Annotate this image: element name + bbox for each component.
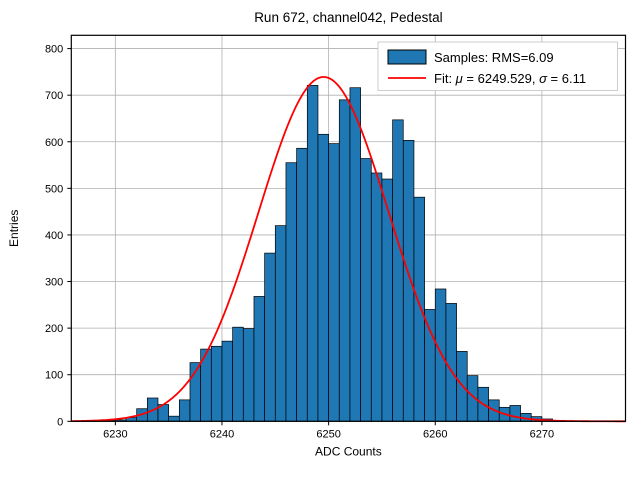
svg-text:6230: 6230 — [103, 428, 127, 440]
svg-text:ADC Counts: ADC Counts — [315, 444, 382, 458]
svg-text:Samples: RMS=6.09: Samples: RMS=6.09 — [434, 50, 554, 65]
svg-text:6260: 6260 — [423, 428, 447, 440]
svg-text:6240: 6240 — [210, 428, 234, 440]
svg-text:200: 200 — [45, 323, 63, 335]
svg-text:Entries: Entries — [7, 210, 21, 247]
svg-text:700: 700 — [45, 90, 63, 102]
svg-text:Run 672, channel042, Pedestal: Run 672, channel042, Pedestal — [254, 10, 442, 25]
svg-text:600: 600 — [45, 137, 63, 149]
svg-text:0: 0 — [57, 416, 63, 428]
svg-text:400: 400 — [45, 230, 63, 242]
svg-text:500: 500 — [45, 183, 63, 195]
svg-text:100: 100 — [45, 370, 63, 382]
svg-text:800: 800 — [45, 44, 63, 56]
svg-text:300: 300 — [45, 277, 63, 289]
svg-text:6270: 6270 — [530, 428, 554, 440]
svg-text:Fit: μ = 6249.529, σ = 6.11: Fit: μ = 6249.529, σ = 6.11 — [434, 71, 586, 86]
svg-text:6250: 6250 — [316, 428, 340, 440]
